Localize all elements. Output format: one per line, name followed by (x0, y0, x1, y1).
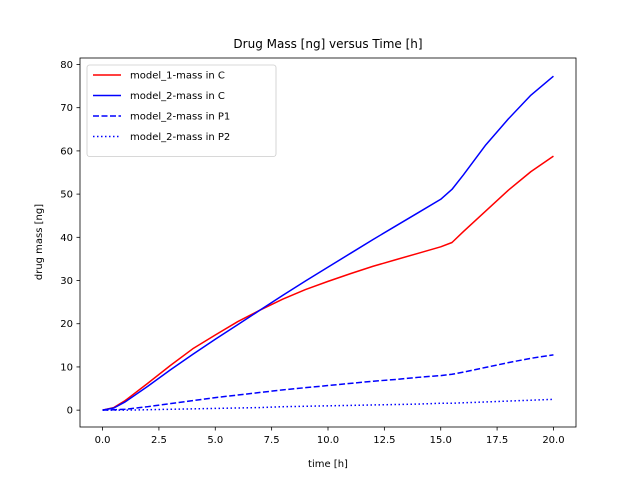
x-tick-label: 20.0 (542, 435, 564, 446)
legend-label-1: model_1-mass in C (130, 71, 225, 82)
legend-label-2: model_2-mass in C (130, 91, 225, 102)
x-tick-label: 15.0 (430, 435, 452, 446)
plot-area (102, 75, 554, 411)
y-tick-label: 20 (60, 319, 73, 330)
legend-label-4: model_2-mass in P2 (130, 132, 230, 143)
series-line-1 (102, 155, 554, 411)
x-tick-label: 0.0 (95, 435, 111, 446)
y-tick-label: 0 (67, 406, 73, 417)
legend: model_1-mass in C model_2-mass in C model_… (86, 64, 277, 157)
y-axis: 0 10 20 30 40 50 60 70 80 (60, 60, 80, 417)
y-tick-label: 10 (60, 362, 73, 373)
x-axis-label: time [h] (308, 459, 348, 470)
legend-box (86, 64, 277, 157)
series-line-3 (102, 354, 554, 411)
x-axis: 0.0 2.5 5.0 7.5 10.0 12.5 15.0 17.5 20.0 (95, 427, 565, 446)
series-line-2 (102, 75, 554, 411)
x-tick-label: 17.5 (486, 435, 508, 446)
x-tick-label: 5.0 (207, 435, 223, 446)
y-axis-label: drug mass [ng] (34, 204, 45, 280)
x-tick-label: 12.5 (373, 435, 395, 446)
legend-label-3: model_2-mass in P1 (130, 112, 230, 123)
y-tick-label: 60 (60, 146, 73, 157)
x-tick-label: 7.5 (264, 435, 280, 446)
x-tick-label: 2.5 (151, 435, 167, 446)
series-line-4 (102, 398, 554, 411)
y-tick-label: 30 (60, 276, 73, 287)
y-tick-label: 80 (60, 60, 73, 71)
chart-title: Drug Mass [ng] versus Time [h] (233, 37, 422, 51)
y-tick-label: 70 (60, 103, 73, 114)
y-tick-label: 40 (60, 233, 73, 244)
x-tick-label: 10.0 (317, 435, 339, 446)
y-tick-label: 50 (60, 190, 73, 201)
